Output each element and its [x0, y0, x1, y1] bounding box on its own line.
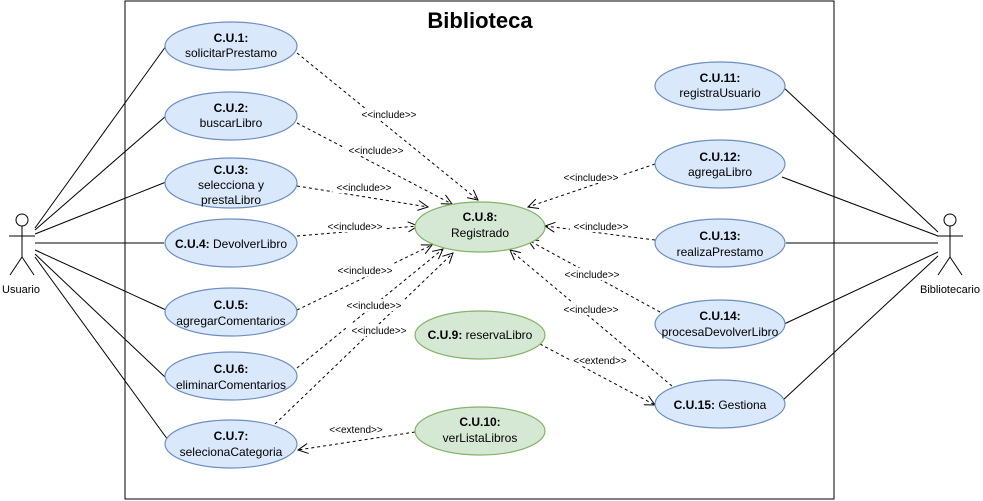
include-cu14-cu8 — [528, 240, 661, 313]
label-include-cu6: <<include>> — [346, 301, 401, 312]
include-cu6-cu8 — [296, 249, 443, 369]
use-case-cu1[interactable]: C.U.1: solicitarPrestamo — [164, 21, 298, 71]
include-cu12-cu8 — [528, 163, 656, 207]
use-case-cu8[interactable]: C.U.8: Registrado — [414, 201, 546, 253]
cu9-id: C.U.9: — [428, 328, 463, 342]
cu7-name: selecionaCategoria — [180, 445, 283, 459]
use-case-cu2[interactable]: C.U.2: buscarLibro — [164, 91, 298, 141]
use-case-cu5[interactable]: C.U.5: agregarComentarios — [164, 287, 298, 337]
label-include-cu4: <<include>> — [327, 222, 382, 233]
use-case-cu10[interactable]: C.U.10: verListaLibros — [414, 406, 546, 456]
label-include-cu15: <<include>> — [563, 305, 618, 316]
label-extend-cu10: <<extend>> — [329, 425, 383, 436]
cu5-id: C.U.5: — [214, 298, 249, 312]
cu9-name: reservaLibro — [466, 328, 533, 342]
cu10-name: verListaLibros — [443, 431, 518, 445]
use-case-cu14[interactable]: C.U.14: procesaDevolverLibro — [654, 299, 786, 349]
system-title: Biblioteca — [427, 8, 533, 33]
assoc-usuario-cu3 — [34, 181, 167, 235]
cu11-name: registraUsuario — [679, 86, 761, 100]
use-case-cu4[interactable]: C.U.4: DevolverLibro — [164, 218, 298, 268]
cu4-label: C.U.4: DevolverLibro — [175, 237, 287, 251]
assoc-usuario-cu7 — [34, 256, 169, 441]
use-case-cu12[interactable]: C.U.12: agregaLibro — [654, 139, 786, 189]
cu6-id: C.U.6: — [214, 362, 249, 376]
use-case-cu6[interactable]: C.U.6: eliminarComentarios — [164, 351, 298, 401]
actor-usuario-label: Usuario — [2, 284, 40, 296]
cu10-id: C.U.10: — [459, 415, 500, 429]
label-include-cu12: <<include>> — [563, 173, 618, 184]
cu12-name: agregaLibro — [688, 165, 752, 179]
cu14-id: C.U.14: — [699, 309, 740, 323]
actor-bibliotecario-head — [943, 213, 957, 227]
assoc-bibliotecario-cu15 — [781, 255, 939, 402]
use-case-cu15[interactable]: C.U.15: Gestiona — [654, 379, 786, 429]
assoc-usuario-cu2 — [34, 115, 167, 231]
use-case-cu9[interactable]: C.U.9: reservaLibro — [414, 310, 546, 360]
cu1-id: C.U.1: — [214, 31, 249, 45]
include-cu7-cu8 — [274, 253, 453, 425]
label-include-cu13: <<include>> — [573, 222, 628, 233]
stereotype-labels: <<include>> <<include>> <<include>> <<in… — [324, 108, 632, 436]
actor-bibliotecario-left-leg — [937, 256, 951, 276]
cu5-name: agregarComentarios — [176, 314, 285, 328]
cu8-name: Registrado — [451, 226, 509, 240]
include-cu1-cu8 — [296, 52, 478, 200]
cu3-name-line2: prestaLibro — [201, 193, 261, 207]
cu4-name: DevolverLibro — [213, 237, 287, 251]
label-include-cu3: <<include>> — [336, 183, 391, 194]
actor-usuario-left-leg — [9, 256, 23, 276]
cu13-name: realizaPrestamo — [677, 245, 764, 259]
usuario-associations — [34, 45, 169, 441]
actor-bibliotecario-right-leg — [949, 256, 963, 276]
label-include-cu5: <<include>> — [337, 266, 392, 277]
cu6-name: eliminarComentarios — [176, 378, 286, 392]
label-extend-cu9: <<extend>> — [573, 356, 627, 367]
cu2-name: buscarLibro — [200, 116, 263, 130]
include-cu3-cu8 — [296, 185, 428, 207]
include-cu5-cu8 — [296, 245, 432, 311]
cu2-id: C.U.2: — [214, 101, 249, 115]
actor-usuario-head — [15, 213, 29, 227]
use-case-cu13[interactable]: C.U.13: realizaPrestamo — [654, 218, 786, 268]
use-case-cu3[interactable]: C.U.3: selecciona y prestaLibro — [164, 157, 298, 209]
assoc-usuario-cu6 — [34, 253, 167, 379]
label-include-cu7: <<include>> — [351, 326, 406, 337]
use-case-cu7[interactable]: C.U.7: selecionaCategoria — [164, 419, 298, 469]
cu15-name: Gestiona — [718, 398, 766, 412]
extend-cu9-cu15 — [539, 343, 655, 405]
actor-bibliotecario[interactable]: Bibliotecario — [920, 213, 980, 296]
cu3-name-line1: selecciona y — [198, 178, 264, 192]
cu8-id: C.U.8: — [463, 210, 498, 224]
assoc-usuario-cu5 — [34, 249, 167, 311]
include-cu13-cu8 — [545, 226, 656, 241]
cu9-label: C.U.9: reservaLibro — [428, 328, 533, 342]
use-case-cu11[interactable]: C.U.11: registraUsuario — [654, 61, 786, 111]
cu7-id: C.U.7: — [214, 429, 249, 443]
cu15-label: C.U.15: Gestiona — [674, 398, 767, 412]
cu1-name: solicitarPrestamo — [185, 46, 277, 60]
include-cu2-cu8 — [296, 122, 452, 204]
assoc-bibliotecario-cu14 — [781, 251, 939, 326]
assoc-bibliotecario-cu11 — [781, 85, 939, 233]
cu3-id: C.U.3: — [214, 163, 249, 177]
cu4-id: C.U.4: — [175, 237, 210, 251]
cu11-id: C.U.11: — [700, 71, 741, 85]
bibliotecario-associations — [781, 85, 939, 402]
cu12-id: C.U.12: — [699, 150, 740, 164]
label-include-cu14: <<include>> — [564, 270, 619, 281]
extend-cu10-cu7 — [298, 431, 416, 450]
include-cu15-cu8 — [510, 250, 673, 387]
actor-usuario[interactable]: Usuario — [2, 213, 40, 296]
actor-bibliotecario-label: Bibliotecario — [920, 284, 980, 296]
assoc-bibliotecario-cu12 — [781, 176, 939, 237]
cu15-id: C.U.15: — [674, 398, 715, 412]
label-include-cu2: <<include>> — [348, 146, 403, 157]
label-include-cu1: <<include>> — [361, 110, 416, 121]
assoc-usuario-cu1 — [34, 45, 167, 229]
cu13-id: C.U.13: — [699, 229, 740, 243]
cu14-name: procesaDevolverLibro — [662, 325, 779, 339]
actor-usuario-right-leg — [21, 256, 35, 276]
